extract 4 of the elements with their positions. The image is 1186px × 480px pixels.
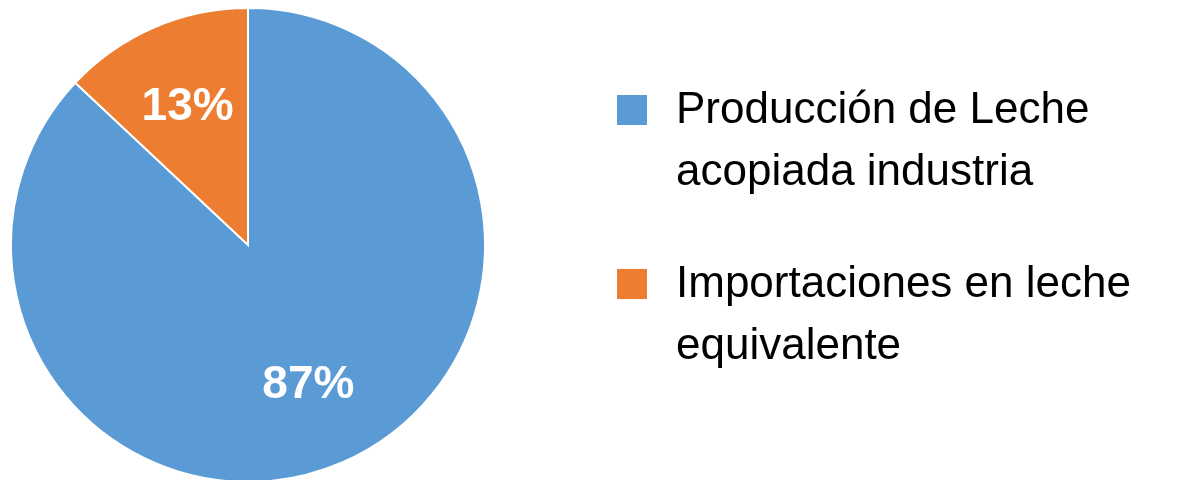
data-label: 13%	[141, 77, 234, 130]
data-label: 87%	[262, 356, 355, 409]
legend-label: Producción de Leche acopiada industria	[676, 83, 1090, 194]
legend-label: Importaciones en leche equivalente	[676, 257, 1131, 368]
